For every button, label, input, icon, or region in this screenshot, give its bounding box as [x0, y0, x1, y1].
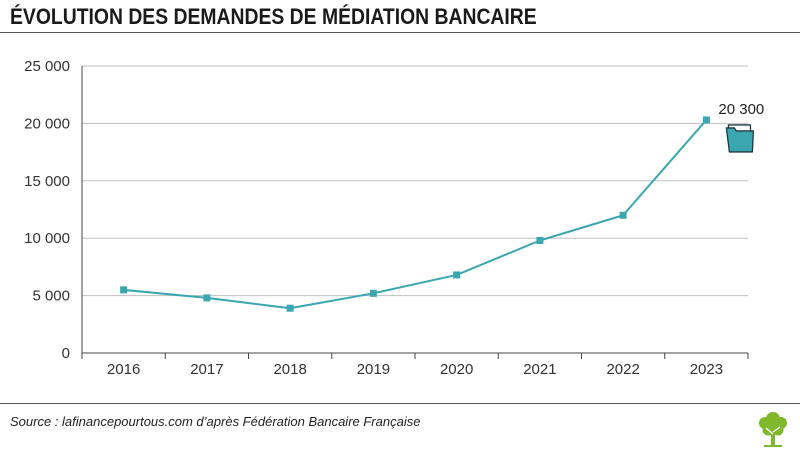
data-point [369, 289, 377, 297]
data-point [120, 286, 128, 294]
data-point [702, 116, 710, 124]
data-label: 20 300 [718, 101, 764, 118]
x-tick-label: 2023 [690, 361, 723, 378]
annotations: 20 300 [718, 101, 764, 153]
y-tick-label: 5 000 [32, 288, 70, 305]
title-divider [0, 32, 800, 33]
series-line [123, 119, 708, 310]
data-point [453, 271, 461, 279]
x-tick-label: 2021 [523, 361, 556, 378]
y-tick-label: 10 000 [24, 230, 70, 247]
x-tick-label: 2022 [606, 361, 639, 378]
x-tick-label: 2018 [273, 361, 306, 378]
source-note: Source : lafinancepourtous.com d’après F… [10, 414, 421, 429]
x-tick-label: 2020 [440, 361, 473, 378]
data-point [619, 211, 627, 219]
line-chart: 0 5 000 10 000 15 000 20 000 25 000 2016 2017 20… [24, 58, 764, 378]
y-tick-label: 25 000 [24, 58, 70, 75]
folder-icon [725, 124, 755, 153]
data-point [536, 236, 544, 244]
y-tick-label: 0 [62, 345, 70, 362]
x-tick-label: 2016 [107, 361, 140, 378]
tree-logo-icon [759, 412, 787, 447]
x-tick-label: 2019 [357, 361, 390, 378]
y-tick-label: 15 000 [24, 173, 70, 190]
axes: 0 5 000 10 000 15 000 20 000 25 000 2016 2017 20… [24, 58, 749, 378]
data-series [120, 116, 710, 312]
chart-title: ÉVOLUTION DES DEMANDES DE MÉDIATION BANC… [10, 4, 537, 29]
gridlines [82, 65, 748, 297]
data-point [286, 304, 294, 312]
footer-divider [0, 403, 800, 404]
data-point [203, 294, 211, 302]
y-tick-label: 20 000 [24, 115, 70, 132]
x-tick-label: 2017 [190, 361, 223, 378]
